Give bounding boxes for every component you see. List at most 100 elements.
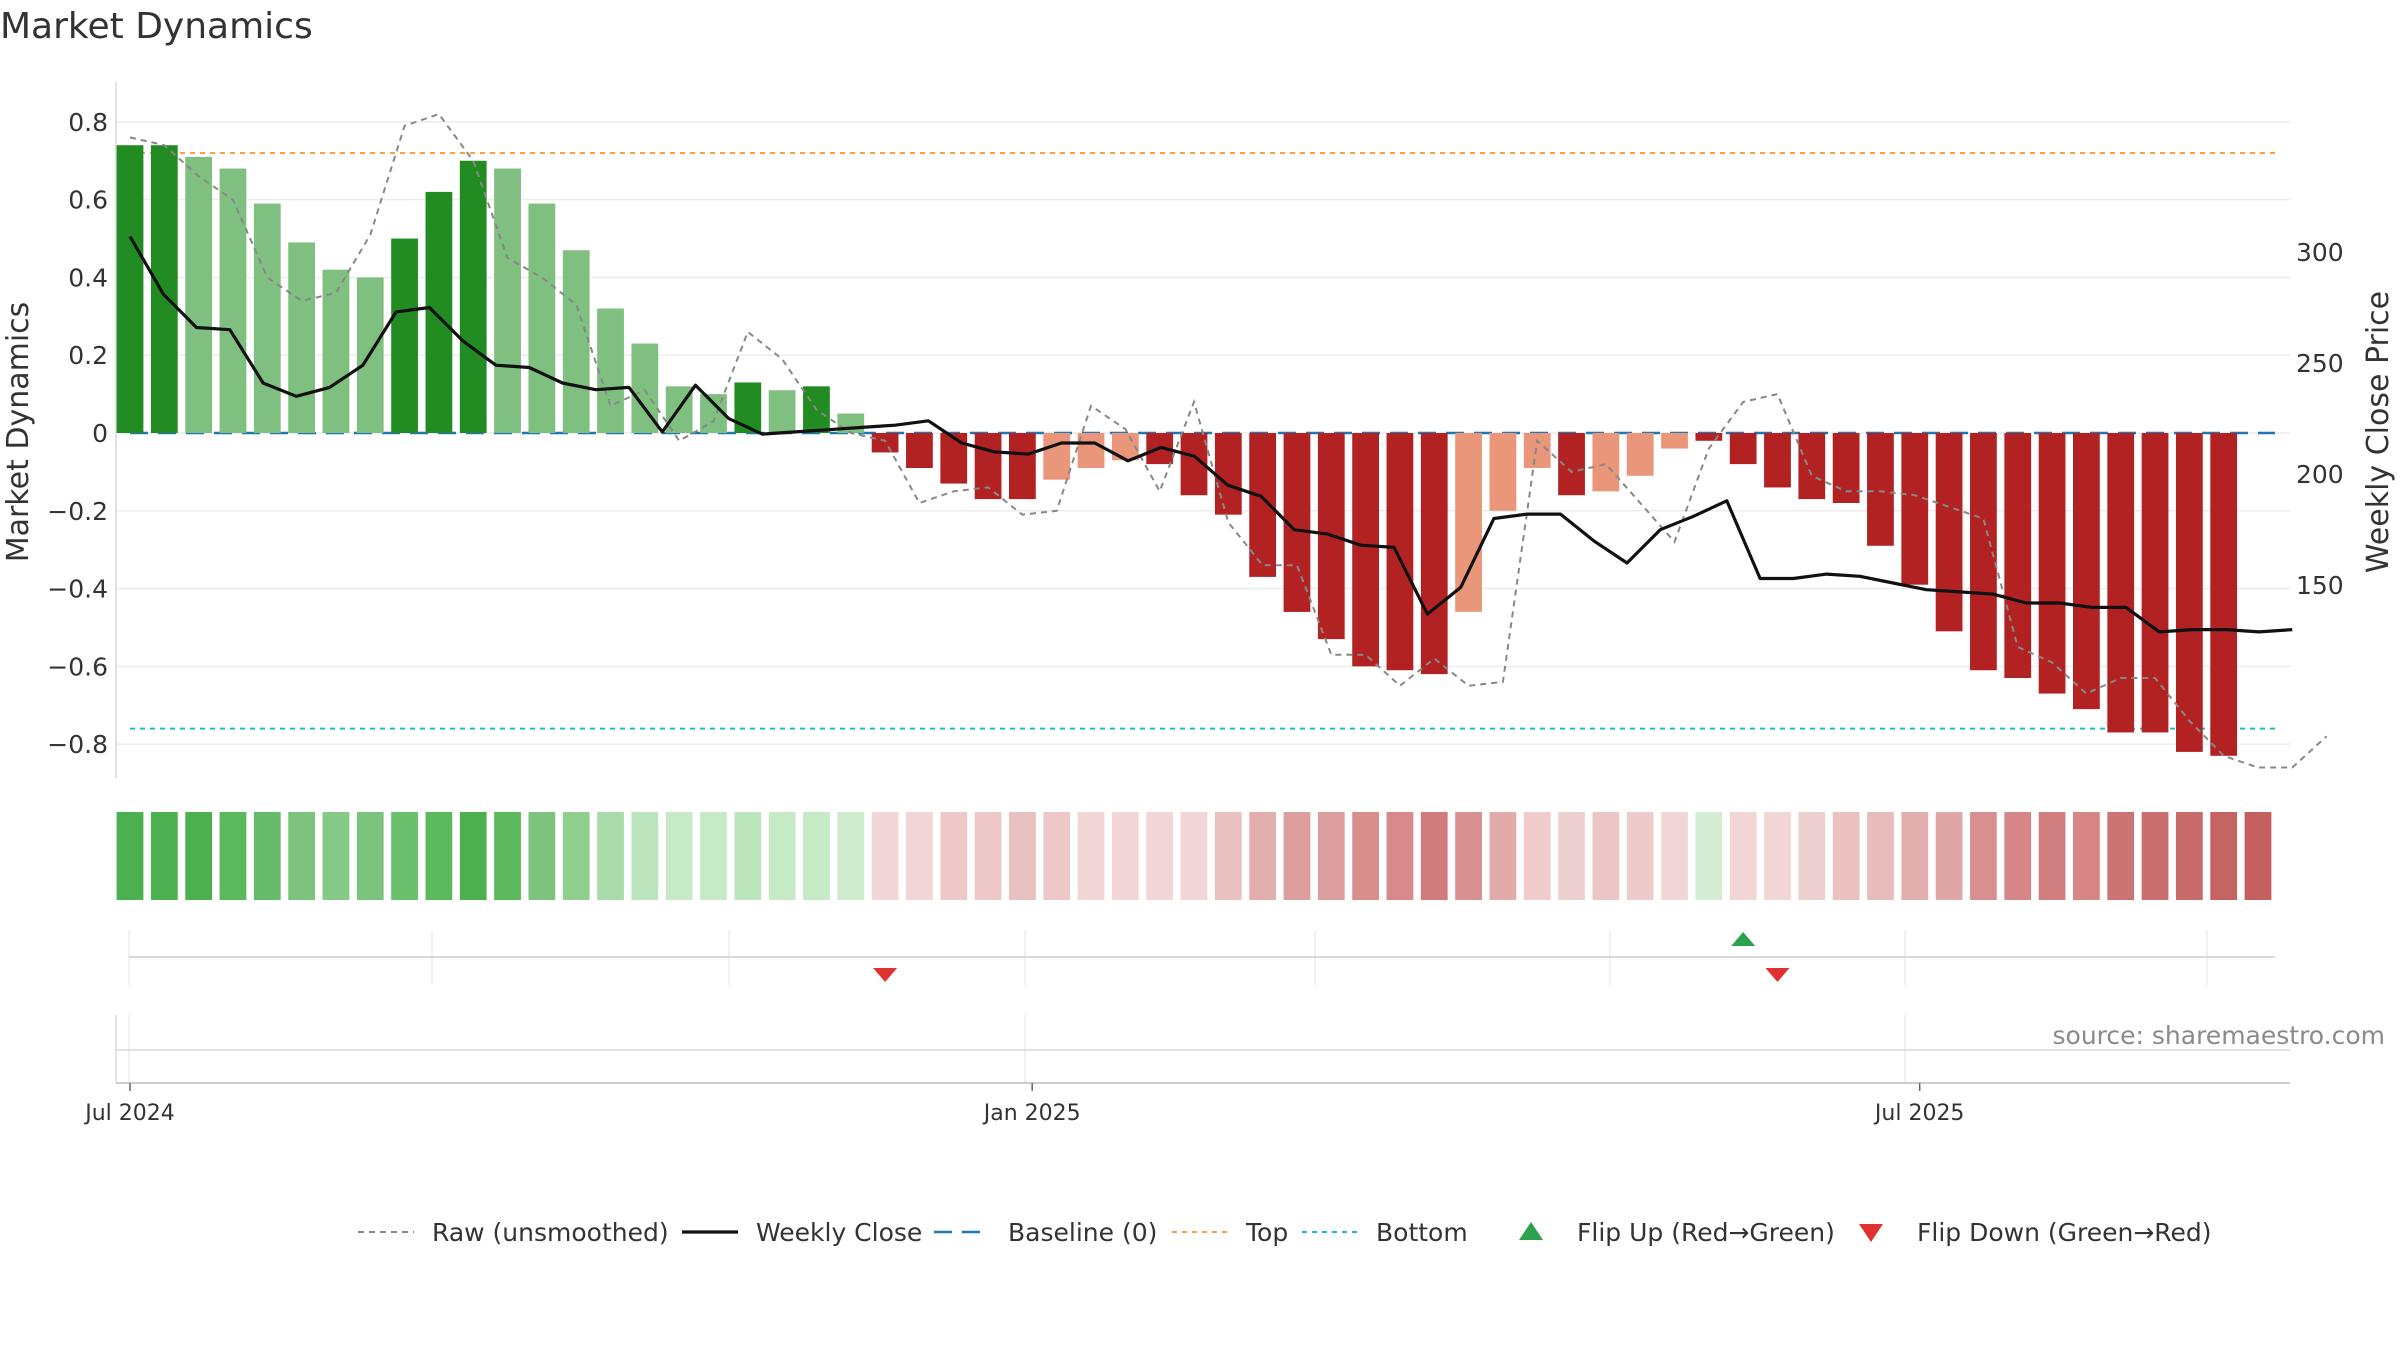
heat-cell: [1764, 812, 1791, 900]
bar: [562, 250, 590, 433]
heat-cell: [1386, 812, 1414, 900]
bar: [1352, 433, 1379, 667]
y-tick-label: −0.4: [47, 575, 108, 604]
y-tick-label: −0.8: [47, 730, 108, 759]
heat-cell: [631, 812, 659, 900]
heat-cell: [2004, 812, 2032, 900]
y-tick-label: 0.8: [68, 108, 108, 137]
bar: [1043, 433, 1071, 480]
legend-swatch: [1859, 1224, 1883, 1242]
bar: [1009, 433, 1036, 500]
heat-cell: [1352, 812, 1379, 900]
heat-cell: [1077, 812, 1105, 900]
bars-group: [116, 145, 2238, 756]
legend-label: Weekly Close: [756, 1218, 922, 1247]
heat-cell: [2038, 812, 2066, 900]
heat-cell: [150, 812, 178, 900]
heat-cell: [803, 812, 830, 900]
bar: [1249, 433, 1277, 577]
y-tick-label: −0.6: [47, 652, 108, 681]
flip-up-marker: [1731, 932, 1756, 946]
heat-cell: [2073, 812, 2100, 900]
heat-cell: [1523, 812, 1551, 900]
heat-cell: [940, 812, 968, 900]
heat-cell: [1970, 812, 1997, 900]
bar: [1935, 433, 1963, 632]
bar: [2107, 433, 2135, 733]
legend-item: Weekly Close: [682, 1218, 922, 1247]
bar: [871, 433, 899, 453]
heat-cell: [1111, 812, 1139, 900]
heat-cell: [1935, 812, 1963, 900]
bar: [1832, 433, 1860, 504]
y2-tick-label: 250: [2296, 349, 2344, 378]
bar: [2004, 433, 2032, 679]
bar: [391, 238, 418, 433]
heat-cell: [1180, 812, 1208, 900]
heat-cell: [1867, 812, 1894, 900]
bar: [494, 168, 521, 433]
bar: [2038, 433, 2066, 694]
x-tick-label: Jul 2024: [83, 1101, 175, 1126]
y2-tick-label: 200: [2296, 460, 2344, 489]
heat-cell: [768, 812, 796, 900]
bar: [528, 203, 556, 433]
legend: Raw (unsmoothed) Weekly Close Baseline (0)…: [358, 1218, 2212, 1247]
heat-cell: [288, 812, 315, 900]
bar: [1661, 433, 1688, 449]
heat-cell: [1489, 812, 1517, 900]
heat-cell: [459, 812, 487, 900]
bar: [1386, 433, 1414, 671]
bar: [1420, 433, 1448, 675]
y2-tick-label: 150: [2296, 571, 2344, 600]
heat-cell: [425, 812, 453, 900]
bar: [2210, 433, 2238, 756]
heat-cell: [1009, 812, 1036, 900]
heat-cell: [219, 812, 247, 900]
heat-cell: [2141, 812, 2169, 900]
legend-label: Top: [1245, 1218, 1288, 1247]
flip-down-marker: [1765, 968, 1790, 982]
heat-cell: [871, 812, 899, 900]
legend-item: Baseline (0): [934, 1218, 1157, 1247]
bar: [768, 390, 796, 433]
heat-cell: [562, 812, 590, 900]
y2-tick-label: 300: [2296, 238, 2344, 267]
source-text: source: sharemaestro.com: [2053, 1021, 2386, 1050]
bar: [288, 242, 315, 433]
heat-cell: [665, 812, 693, 900]
heat-cell: [2244, 812, 2272, 900]
heat-cell: [1626, 812, 1654, 900]
heat-cell: [356, 812, 384, 900]
bar: [150, 145, 178, 434]
bar: [1695, 433, 1723, 441]
heat-cell: [1146, 812, 1174, 900]
heat-cell: [2107, 812, 2135, 900]
bar: [1798, 433, 1826, 500]
legend-label: Baseline (0): [1008, 1218, 1157, 1247]
legend-label: Flip Up (Red→Green): [1577, 1218, 1835, 1247]
x-tick-label: Jan 2025: [982, 1101, 1081, 1126]
heat-cell: [906, 812, 933, 900]
heat-cell: [1214, 812, 1242, 900]
heat-cell: [528, 812, 556, 900]
heat-cell: [253, 812, 281, 900]
heat-cell: [1798, 812, 1826, 900]
bottom-panel: [115, 1015, 2290, 1084]
heat-cell: [1249, 812, 1277, 900]
heat-cell: [494, 812, 521, 900]
bar: [1867, 433, 1894, 546]
heat-cell: [1661, 812, 1688, 900]
heat-cell: [116, 812, 144, 900]
bar: [116, 145, 144, 434]
bar: [459, 160, 487, 433]
heat-cell: [1695, 812, 1723, 900]
heat-cell: [1729, 812, 1757, 900]
bar: [1077, 433, 1105, 469]
bar: [2175, 433, 2203, 752]
bar: [1592, 433, 1620, 492]
heat-cell: [700, 812, 727, 900]
y-tick-label: −0.2: [47, 497, 108, 526]
legend-item: Flip Down (Green→Red): [1859, 1218, 2212, 1247]
legend-label: Bottom: [1376, 1218, 1468, 1247]
